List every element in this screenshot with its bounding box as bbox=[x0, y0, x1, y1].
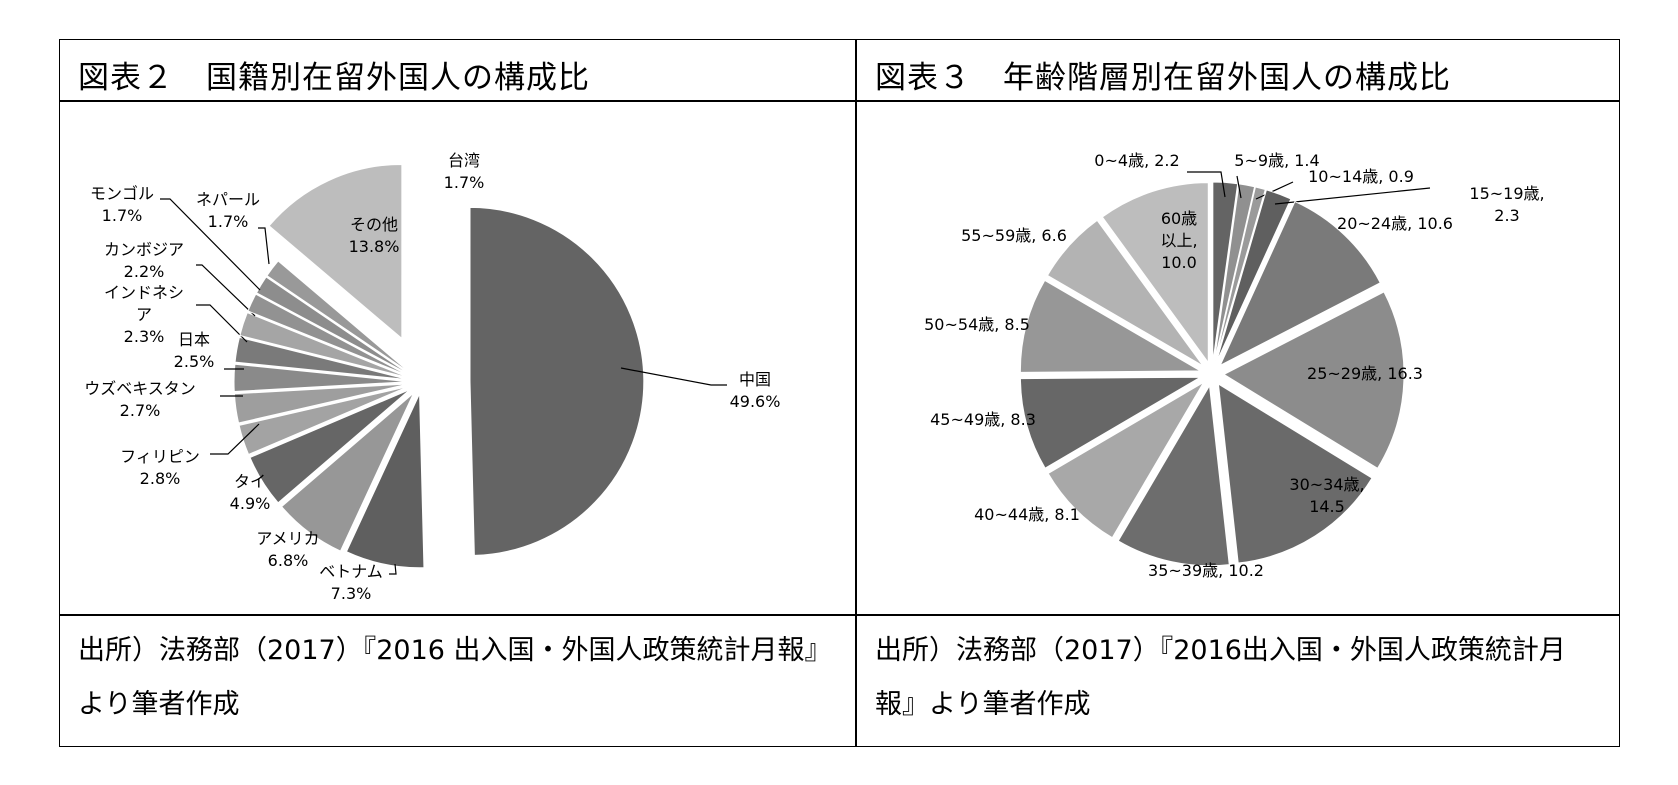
nationality-leader-line-8 bbox=[196, 264, 256, 317]
nationality-slice-3 bbox=[249, 388, 411, 504]
age-data-label-10: 50~54歳, 8.5 bbox=[924, 315, 1030, 334]
age-data-label-11: 55~59歳, 6.6 bbox=[961, 226, 1067, 245]
age-data-label-12-line-2: 10.0 bbox=[1161, 253, 1197, 272]
nationality-slice-5 bbox=[233, 383, 409, 424]
left-source-note: 出所）法務部（2017）『2016 出入国・外国人政策統計月報』より筆者作成 bbox=[78, 635, 819, 720]
age-data-label-4: 20~24歳, 10.6 bbox=[1337, 214, 1453, 233]
age-data-label-2: 10~14歳, 0.9 bbox=[1308, 167, 1414, 186]
nationality-data-label-6-line-1: 2.5% bbox=[174, 352, 215, 371]
nationality-data-label-11-line-1: 1.7% bbox=[444, 173, 485, 192]
age-pie-chart: 0~4歳, 2.2 5~9歳, 1.410~14歳, 0.9 15~19歳, 2.3 2… bbox=[924, 151, 1544, 580]
nationality-data-label-5-line-1: 2.7% bbox=[120, 401, 161, 420]
nationality-data-label-11-line-0: 台湾 bbox=[448, 151, 480, 170]
age-slice-7 bbox=[1117, 384, 1230, 567]
nationality-data-label-6-line-0: 日本 bbox=[178, 330, 210, 349]
age-slice-6 bbox=[1217, 383, 1373, 564]
age-data-label-9: 45~49歳, 8.3 bbox=[930, 410, 1036, 429]
nationality-data-label-0-line-1: 49.6% bbox=[730, 392, 781, 411]
nationality-pie-chart: 中国 49.6% ベトナム 7.3% アメリカ 6.8% タイ 4.9% フィリピン 2.8% ウズ… bbox=[84, 151, 781, 603]
nationality-data-label-2-line-1: 6.8% bbox=[268, 551, 309, 570]
nationality-slice-12 bbox=[268, 163, 403, 340]
nationality-leader-line-7 bbox=[196, 304, 248, 343]
age-data-label-5: 25~29歳, 16.3 bbox=[1307, 364, 1423, 383]
age-data-label-12-line-0: 60歳 bbox=[1161, 209, 1197, 228]
nationality-data-label-9-line-1: 1.7% bbox=[208, 212, 249, 231]
title-divider bbox=[60, 100, 1619, 102]
nationality-slice-6 bbox=[233, 363, 409, 393]
nationality-data-label-3-line-1: 4.9% bbox=[230, 494, 271, 513]
nationality-data-label-0-line-0: 中国 bbox=[739, 370, 771, 389]
age-slice-0 bbox=[1212, 181, 1239, 363]
age-slice-5 bbox=[1222, 291, 1405, 470]
nationality-data-label-7-line-2: 2.3% bbox=[124, 327, 165, 346]
age-slice-10 bbox=[1019, 279, 1203, 373]
nationality-data-label-9-line-0: ネパール bbox=[196, 190, 260, 209]
age-leader-line-3 bbox=[1274, 187, 1431, 205]
right-chart-title: 図表３ 年齢階層別在留外国人の構成比 bbox=[875, 60, 1451, 96]
age-slice-11 bbox=[1046, 219, 1204, 367]
nationality-slice-9 bbox=[247, 293, 410, 377]
age-data-label-8: 40~44歳, 8.1 bbox=[974, 505, 1080, 524]
nationality-data-label-10-line-0: モンゴル bbox=[90, 184, 154, 203]
age-slice-12 bbox=[1101, 182, 1209, 365]
age-data-label-7: 35~39歳, 10.2 bbox=[1148, 561, 1264, 580]
nationality-data-label-12-line-1: 13.8% bbox=[349, 237, 400, 256]
age-data-label-12-line-1: 以上, bbox=[1160, 231, 1197, 250]
nationality-data-label-1-line-0: ベトナム bbox=[319, 562, 383, 581]
nationality-data-label-8-line-0: カンボジア bbox=[104, 240, 184, 259]
nationality-data-label-3-line-0: タイ bbox=[234, 472, 266, 491]
age-data-label-6-line-0: 30~34歳, bbox=[1289, 475, 1364, 494]
column-divider bbox=[855, 40, 857, 746]
nationality-slice-0 bbox=[469, 206, 645, 556]
nationality-slice-10 bbox=[255, 276, 411, 376]
nationality-data-label-8-line-1: 2.2% bbox=[124, 262, 165, 281]
age-leader-line-2 bbox=[1255, 181, 1294, 200]
nationality-data-label-4-line-0: フィリピン bbox=[120, 447, 200, 466]
source-divider bbox=[60, 614, 1619, 616]
right-source-note: 出所）法務部（2017）『2016出入国・外国人政策統計月報』より筆者作成 bbox=[875, 635, 1566, 720]
nationality-data-label-1-line-1: 7.3% bbox=[331, 584, 372, 603]
age-data-label-0: 0~4歳, 2.2 bbox=[1094, 151, 1179, 170]
nationality-data-label-10-line-1: 1.7% bbox=[102, 206, 143, 225]
age-data-label-6-line-1: 14.5 bbox=[1309, 497, 1345, 516]
nationality-slice-11 bbox=[266, 260, 412, 374]
age-slice-2 bbox=[1214, 186, 1266, 363]
nationality-leader-line-10 bbox=[160, 198, 261, 291]
age-slice-4 bbox=[1219, 200, 1381, 367]
age-leader-line-0 bbox=[1187, 171, 1226, 198]
nationality-data-label-5-line-0: ウズベキスタン bbox=[84, 379, 196, 398]
nationality-leader-line-0 bbox=[620, 367, 727, 386]
nationality-data-label-2-line-0: アメリカ bbox=[256, 529, 319, 548]
nationality-slice-7 bbox=[234, 336, 409, 381]
age-slice-9 bbox=[1019, 376, 1203, 469]
left-chart-title: 図表２ 国籍別在留外国人の構成比 bbox=[78, 60, 590, 96]
nationality-data-label-7-line-1: ア bbox=[136, 305, 152, 324]
age-slice-8 bbox=[1047, 381, 1205, 539]
nationality-slice-8 bbox=[239, 311, 409, 379]
nationality-slice-2 bbox=[280, 392, 415, 552]
nationality-leader-line-4 bbox=[210, 423, 260, 455]
nationality-data-label-12-line-0: その他 bbox=[350, 215, 398, 234]
figure-frame: 図表２ 国籍別在留外国人の構成比 図表３ 年齢階層別在留外国人の構成比 中国 49… bbox=[59, 39, 1620, 747]
nationality-slice-1 bbox=[345, 393, 425, 569]
age-data-label-1: 5~9歳, 1.4 bbox=[1234, 151, 1319, 170]
nationality-leader-line-9 bbox=[258, 227, 270, 265]
nationality-data-label-4-line-1: 2.8% bbox=[140, 469, 181, 488]
nationality-data-label-7-line-0: インドネシ bbox=[104, 283, 184, 302]
age-data-label-3-line-1: 2.3 bbox=[1494, 206, 1519, 225]
age-slice-3 bbox=[1215, 189, 1292, 363]
age-leader-line-1 bbox=[1236, 175, 1242, 199]
age-data-label-3-line-0: 15~19歳, bbox=[1469, 184, 1544, 203]
nationality-leader-line-1 bbox=[389, 563, 397, 575]
